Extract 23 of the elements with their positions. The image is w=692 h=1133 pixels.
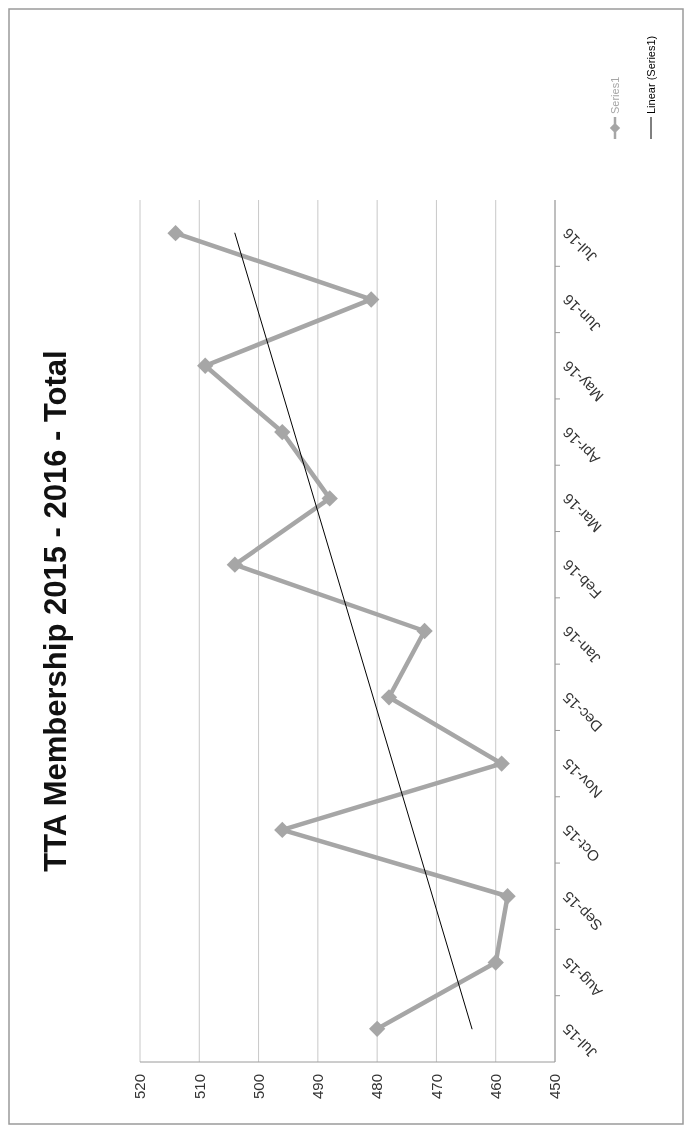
point [274,423,291,441]
x-tick-label: 460 [486,1074,504,1100]
point [197,357,214,374]
point [368,1020,386,1038]
point [493,755,510,772]
point [226,556,244,573]
x-tick-label: 520 [131,1074,149,1100]
x-tick-label: 450 [546,1074,564,1100]
x-tick-label: 480 [368,1074,386,1100]
x-tick-label: 490 [309,1074,327,1100]
x-tick-label: 510 [190,1074,208,1100]
point [321,490,338,507]
x-tick-label: 500 [249,1074,267,1100]
text: Series1 [608,76,621,114]
point [499,888,516,905]
x-tick-label: 470 [427,1074,445,1100]
text: TTA Membership 2015 - 2016 - Total [38,350,73,872]
point [363,291,380,308]
point [487,954,504,971]
point [167,224,184,242]
point [380,689,398,706]
text: Linear (Series1) [644,35,657,114]
point [416,622,433,640]
